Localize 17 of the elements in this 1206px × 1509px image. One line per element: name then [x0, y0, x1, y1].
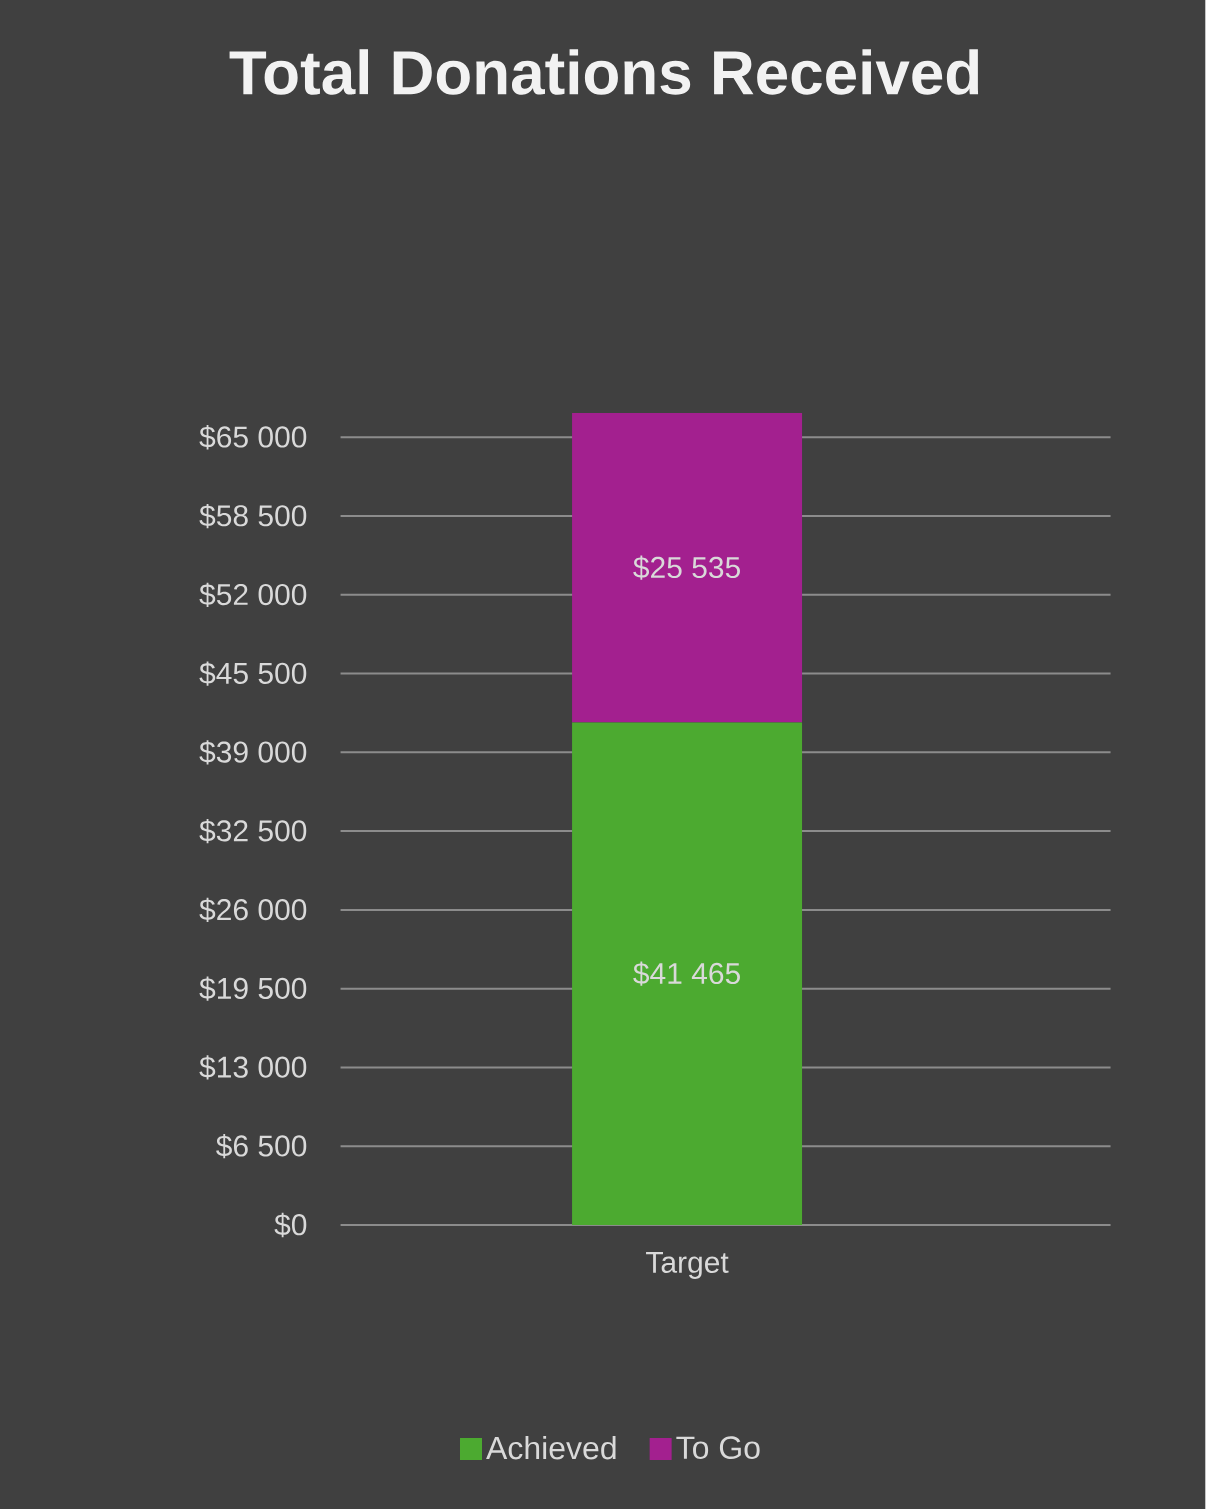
y-tick-label: $45 500 — [199, 661, 307, 686]
data-label: $25 535 — [633, 555, 741, 580]
y-tick-label: $6 500 — [216, 1134, 307, 1159]
legend-label: To Go — [676, 1436, 760, 1460]
y-tick-label: $52 000 — [199, 582, 307, 607]
x-tick-label: Target — [646, 1252, 729, 1279]
y-tick-label: $65 000 — [199, 425, 307, 450]
chart-title: Total Donations Received — [229, 49, 979, 95]
y-tick-label: $0 — [274, 1212, 307, 1238]
y-tick-label: $58 500 — [199, 503, 307, 529]
data-label: $41 465 — [633, 961, 741, 986]
y-tick-label: $19 500 — [199, 976, 307, 1001]
y-tick-label: $13 000 — [199, 1055, 307, 1080]
y-tick-label: $26 000 — [199, 897, 307, 923]
legend-label: Achieved — [486, 1435, 616, 1460]
y-tick-label: $32 500 — [199, 818, 307, 844]
y-tick-label: $39 000 — [199, 740, 307, 765]
